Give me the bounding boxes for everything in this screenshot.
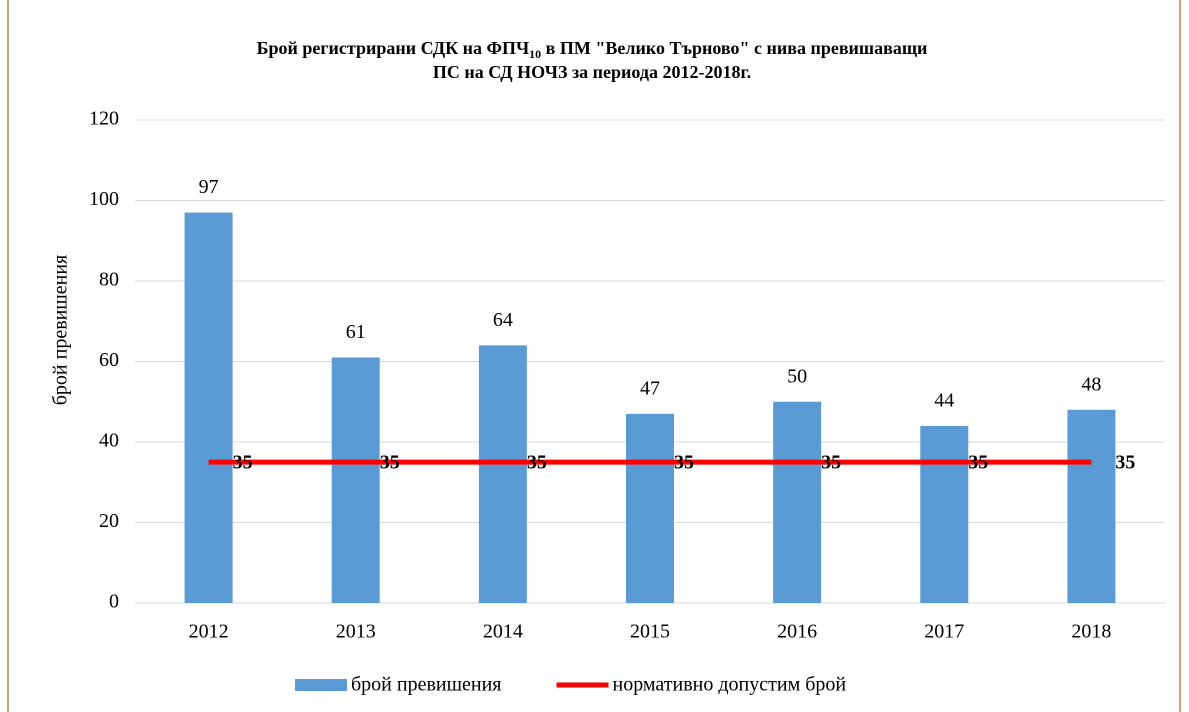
title-part: ПС на СД НОЧЗ за периода 2012-2018г. [433, 62, 751, 82]
y-tick-label: 40 [99, 430, 119, 452]
y-tick-label: 20 [99, 510, 119, 532]
line-value-label: 35 [968, 452, 988, 474]
y-axis-label: брой превишения [50, 255, 72, 406]
bar [478, 345, 527, 603]
line-value-label: 35 [821, 452, 841, 474]
y-tick-label: 100 [89, 188, 119, 210]
title-part: в ПМ "Велико Търново" с нива превишаващи [541, 38, 927, 58]
y-tick-label: 60 [99, 349, 119, 371]
legend-label: нормативно допустим брой [613, 674, 847, 696]
line-value-label: 35 [674, 452, 694, 474]
line-value-label: 35 [527, 452, 547, 474]
line-value-label: 35 [233, 452, 253, 474]
x-tick-label: 2012 [189, 621, 229, 643]
bar [331, 357, 380, 603]
line-value-label: 35 [1115, 452, 1135, 474]
bar-value-label: 97 [199, 176, 219, 198]
y-tick-label: 80 [99, 269, 119, 291]
y-tick-label: 120 [89, 108, 119, 130]
bar [920, 425, 969, 603]
x-tick-label: 2014 [483, 621, 523, 643]
bar [626, 413, 674, 603]
legend-swatch [295, 679, 347, 691]
bar-value-label: 64 [493, 309, 513, 331]
title-subscript: 10 [529, 47, 541, 61]
y-tick-label: 0 [109, 591, 119, 613]
legend-label: брой превишения [351, 674, 502, 696]
bar-value-label: 61 [346, 321, 366, 343]
bar-value-label: 48 [1081, 373, 1101, 395]
bar-value-label: 50 [787, 365, 807, 387]
x-tick-label: 2016 [777, 621, 817, 643]
line-value-label: 35 [380, 452, 400, 474]
x-tick-label: 2017 [924, 621, 964, 643]
bar [184, 212, 233, 603]
chart-frame [7, 0, 1181, 712]
x-tick-label: 2018 [1071, 621, 1111, 643]
bar [773, 401, 822, 603]
chart-title: Брой регистрирани СДК на ФПЧ10 в ПМ "Вел… [257, 38, 928, 82]
x-tick-label: 2015 [630, 621, 670, 643]
x-tick-label: 2013 [336, 621, 376, 643]
bar-value-label: 47 [640, 377, 660, 399]
bar-value-label: 44 [934, 389, 954, 411]
title-part: Брой регистрирани СДК на ФПЧ [257, 38, 530, 58]
bar [1067, 409, 1116, 603]
